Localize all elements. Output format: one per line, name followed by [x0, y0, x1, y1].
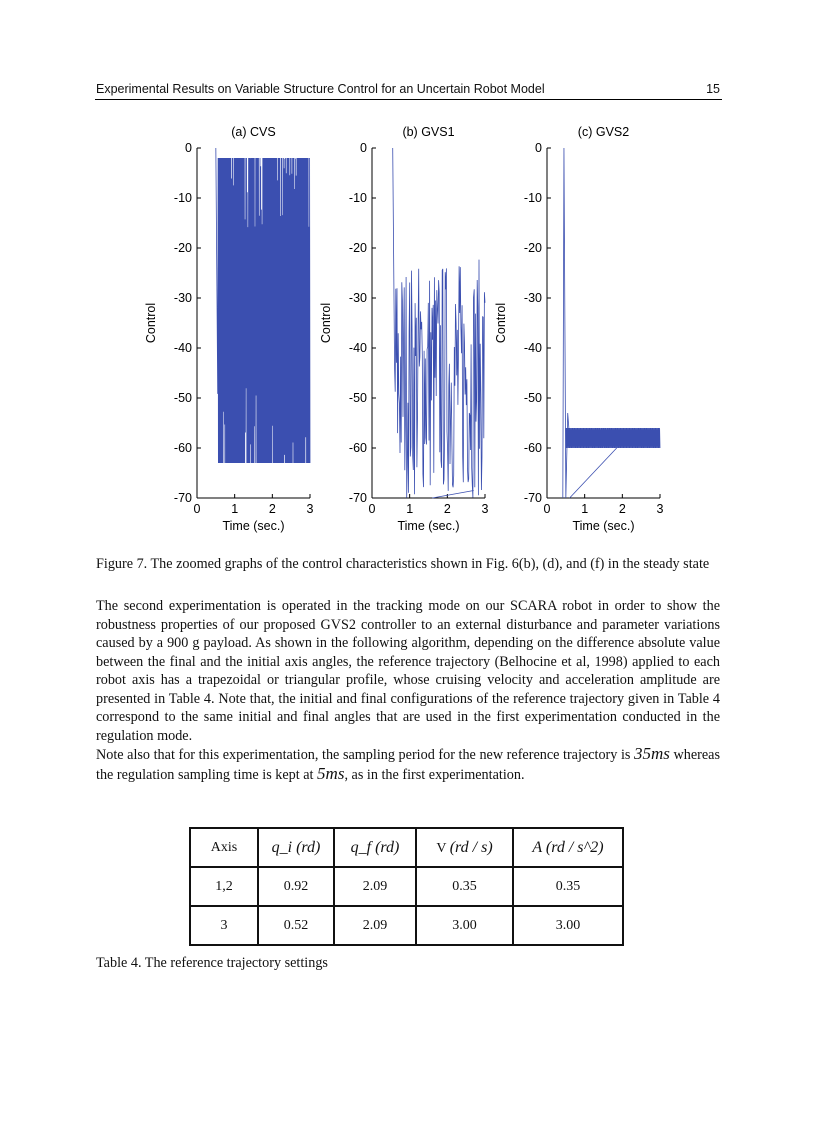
y-axis-label: Control	[494, 303, 508, 343]
text: Note also that for this experimentation,…	[96, 747, 635, 763]
x-tick-label: 1	[231, 502, 238, 516]
x-tick-label: 3	[307, 502, 314, 516]
series-line	[562, 147, 661, 499]
x-tick-label: 1	[581, 502, 588, 516]
text: whereas the regulation sampling time is …	[96, 747, 721, 783]
header-qi-text: q_i (rd)	[271, 838, 321, 856]
y-tick-label: -30	[524, 291, 542, 305]
running-header: Experimental Results on Variable Structu…	[95, 81, 722, 100]
cell: 2.09	[333, 905, 417, 946]
y-tick-label: -20	[174, 241, 192, 255]
cell: 3	[189, 905, 259, 946]
x-tick-label: 2	[269, 502, 276, 516]
y-tick-label: 0	[360, 141, 367, 155]
header-a-text: A (rd / s^2)	[532, 838, 604, 856]
header-axis: Axis	[189, 827, 259, 868]
header-qi: q_i (rd)	[257, 827, 335, 868]
y-tick-label: -40	[349, 341, 367, 355]
y-tick-label: -40	[174, 341, 192, 355]
y-tick-label: -70	[174, 491, 192, 505]
y-tick-label: -60	[174, 441, 192, 455]
y-tick-label: -20	[524, 241, 542, 255]
table-caption: Table 4. The reference trajectory settin…	[96, 955, 328, 971]
y-axis-label: Control	[319, 303, 333, 343]
cell: 0.35	[512, 866, 624, 907]
y-tick-label: -50	[524, 391, 542, 405]
paragraph: The second experimentation is operated i…	[96, 598, 720, 744]
y-tick-label: -30	[349, 291, 367, 305]
y-tick-label: -10	[524, 191, 542, 205]
math-sampling-period: 35ms	[634, 744, 670, 763]
series-line	[392, 147, 486, 498]
series-line	[215, 147, 311, 464]
y-tick-label: -30	[174, 291, 192, 305]
y-tick-label: -60	[524, 441, 542, 455]
x-tick-label: 3	[482, 502, 489, 516]
text: , as in the first experimentation.	[344, 766, 525, 783]
y-tick-label: -50	[174, 391, 192, 405]
x-tick-label: 2	[619, 502, 626, 516]
math-regulation-time: 5ms	[317, 763, 345, 783]
paragraph: Note also that for this experimentation,…	[96, 744, 721, 784]
body-text: The second experimentation is operated i…	[96, 597, 720, 784]
figure-7: (a) CVS Time (sec.) Control 0 -10 -20 -30 -40 -5…	[144, 125, 664, 533]
table-header-row: Axis q_i (rd) q_f (rd) V (rd / s) A (rd …	[189, 827, 624, 868]
cell: 0.92	[257, 866, 335, 907]
cell: 1,2	[189, 866, 259, 907]
series-segment	[432, 490, 474, 499]
figure-caption: Figure 7. The zoomed graphs of the contr…	[96, 556, 710, 572]
table-row: 1,2 0.92 2.09 0.35 0.35	[189, 866, 624, 907]
cell: 0.35	[415, 866, 514, 907]
x-tick-label: 0	[544, 502, 551, 516]
header-a: A (rd / s^2)	[512, 827, 624, 868]
y-tick-label: 0	[535, 141, 542, 155]
x-axis-label: Time (sec.)	[397, 519, 459, 533]
x-tick-label: 3	[657, 502, 664, 516]
y-tick-label: -20	[349, 241, 367, 255]
cell: 3.00	[415, 905, 514, 946]
cell: 3.00	[512, 905, 624, 946]
y-axis-label: Control	[144, 303, 158, 343]
x-tick-label: 1	[406, 502, 413, 516]
header-qf: q_f (rd)	[333, 827, 417, 868]
header-qf-text: q_f (rd)	[350, 838, 400, 856]
chart-title: (c) GVS2	[578, 125, 629, 139]
page-number: 15	[706, 82, 720, 96]
cell: 0.52	[257, 905, 335, 946]
y-tick-label: -40	[524, 341, 542, 355]
y-tick-label: -10	[349, 191, 367, 205]
table-4: Axis q_i (rd) q_f (rd) V (rd / s) A (rd …	[189, 827, 624, 946]
chart-title: (b) GVS1	[402, 125, 454, 139]
y-tick-label: 0	[185, 141, 192, 155]
x-tick-label: 2	[444, 502, 451, 516]
x-axis-label: Time (sec.)	[222, 519, 284, 533]
y-tick-label: -50	[349, 391, 367, 405]
chart-title: (a) CVS	[231, 125, 275, 139]
header-v: V (rd / s)	[415, 827, 514, 868]
series-segment	[569, 447, 617, 499]
x-tick-label: 0	[194, 502, 201, 516]
x-axis-label: Time (sec.)	[572, 519, 634, 533]
cell: 2.09	[333, 866, 417, 907]
x-tick-label: 0	[369, 502, 376, 516]
y-tick-label: -70	[349, 491, 367, 505]
y-tick-label: -70	[524, 491, 542, 505]
y-tick-label: -60	[349, 441, 367, 455]
header-title: Experimental Results on Variable Structu…	[96, 82, 545, 96]
table-row: 3 0.52 2.09 3.00 3.00	[189, 905, 624, 946]
y-tick-label: -10	[174, 191, 192, 205]
